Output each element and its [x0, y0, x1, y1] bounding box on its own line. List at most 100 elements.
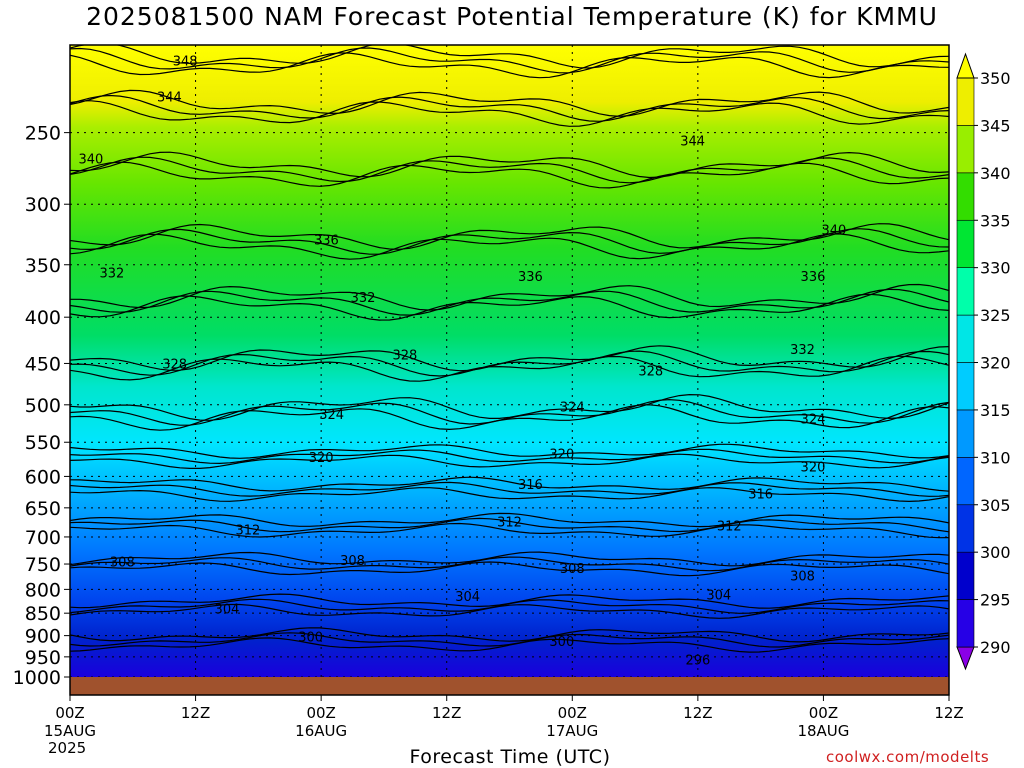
year-label: 2025 — [48, 739, 87, 757]
contour-label: 332 — [351, 291, 376, 306]
colorbar-label: 335 — [980, 211, 1011, 230]
x-tick-label: 12Z — [934, 704, 963, 722]
colorbar-swatch — [956, 599, 975, 648]
colorbar-label: 300 — [980, 543, 1011, 562]
isentrope-contour — [70, 512, 949, 528]
isentrope-contour — [70, 293, 949, 321]
colorbar-label: 290 — [980, 638, 1011, 657]
x-tick-label: 00Z — [558, 704, 587, 722]
isentrope-contour — [70, 350, 949, 377]
isentrope-contour — [70, 345, 949, 372]
contour-label: 336 — [518, 270, 543, 285]
ground-surface — [70, 677, 949, 695]
x-tick-date-label: 16AUG — [295, 722, 347, 740]
isentrope-contour — [70, 393, 949, 421]
plot-frame — [69, 44, 950, 696]
isentrope-contour — [70, 598, 949, 614]
isentrope-contour — [70, 404, 949, 431]
contour-label: 348 — [173, 54, 198, 69]
contour-label: 308 — [790, 569, 815, 584]
contour-label: 304 — [455, 590, 480, 605]
colorbar: 290 295 300 305 310 315 320 325 330 335 340 345 350 — [956, 52, 1011, 671]
isentrope-contour — [70, 45, 949, 69]
contour-label: 308 — [340, 554, 365, 569]
isentrope-contour — [70, 627, 949, 643]
isentrope-contour — [70, 156, 949, 184]
y-tick-label: 400 — [25, 307, 61, 329]
colorbar-label: 350 — [980, 69, 1011, 88]
isentrope-contour — [70, 487, 949, 503]
colorbar-label: 305 — [980, 496, 1011, 515]
isentrope-contour — [70, 89, 949, 117]
contour-label: 324 — [801, 413, 826, 428]
colorbar-label: 315 — [980, 401, 1011, 420]
x-tick-label: 00Z — [306, 704, 335, 722]
isentrope-contour — [70, 522, 949, 539]
contour-label: 320 — [549, 447, 574, 462]
isentrope-contour — [70, 551, 949, 567]
contour-label: 328 — [392, 349, 417, 364]
contour-label: 344 — [680, 134, 705, 149]
y-tick-label: 650 — [25, 498, 61, 520]
colorbar-label: 325 — [980, 306, 1011, 325]
isentrope-contour — [70, 561, 949, 577]
contour-label: 316 — [518, 478, 543, 493]
contour-label: 304 — [706, 588, 731, 603]
x-tick-label: 12Z — [181, 704, 210, 722]
isentrope-contour — [70, 476, 949, 492]
y-tick-label: 300 — [25, 194, 61, 216]
contour-label: 340 — [79, 152, 104, 167]
contour-label: 340 — [821, 224, 846, 239]
x-tick-label: 00Z — [55, 704, 84, 722]
contour-label: 316 — [748, 488, 773, 503]
isentrope-contour — [70, 151, 949, 179]
colorbar-swatch — [956, 314, 975, 363]
colorbar-label: 320 — [980, 354, 1011, 373]
y-tick-label: 1000 — [13, 667, 61, 689]
x-tick-date-label: 17AUG — [546, 722, 598, 740]
y-axis: 2503003504004505005506006507007508008509… — [13, 123, 70, 689]
contour-label: 308 — [560, 562, 585, 577]
colorbar-swatch — [956, 125, 975, 174]
colorbar-swatch — [956, 219, 975, 268]
contour-label: 304 — [215, 603, 240, 618]
y-tick-label: 550 — [25, 432, 61, 454]
y-tick-label: 450 — [25, 353, 61, 375]
x-tick-label: 12Z — [432, 704, 461, 722]
contour-label: 336 — [314, 233, 339, 248]
isentrope-contour — [70, 283, 949, 311]
colorbar-max-arrow — [956, 52, 975, 79]
colorbar-swatch — [956, 409, 975, 458]
y-tick-label: 500 — [25, 395, 61, 417]
colorbar-swatch — [956, 362, 975, 411]
contour-label: 312 — [497, 515, 522, 530]
x-axis-title: Forecast Time (UTC) — [409, 746, 611, 768]
y-tick-label: 250 — [25, 123, 61, 145]
contour-label: 312 — [235, 524, 260, 539]
isentrope-contour — [70, 453, 949, 469]
colorbar-label: 310 — [980, 448, 1011, 467]
isentrope-contour — [70, 448, 949, 465]
y-tick-label: 950 — [25, 647, 61, 669]
colorbar-swatch — [956, 504, 975, 553]
y-tick-label: 700 — [25, 527, 61, 549]
colorbar-label: 340 — [980, 164, 1011, 183]
colorbar-swatch — [956, 77, 975, 126]
x-tick-date-label: 18AUG — [797, 722, 849, 740]
y-tick-label: 800 — [25, 579, 61, 601]
contour-label: 328 — [638, 364, 663, 379]
isentrope-contour — [70, 637, 949, 653]
isentrope-contour — [70, 100, 949, 127]
credit-link[interactable]: coolwx.com/modelts — [826, 748, 990, 766]
contour-label: 300 — [298, 630, 323, 645]
colorbar-label: 330 — [980, 259, 1011, 278]
isentrope-contour — [70, 47, 949, 74]
x-tick-date-label: 15AUG — [44, 722, 96, 740]
isentrope-contour — [70, 288, 949, 316]
isentrope-contour — [70, 603, 949, 619]
y-tick-label: 850 — [25, 603, 61, 625]
plot-area: 348 344 344 340 340 336 336 336 332 332 332 328 328 3… — [69, 44, 950, 696]
isentrope-contour — [70, 517, 949, 533]
